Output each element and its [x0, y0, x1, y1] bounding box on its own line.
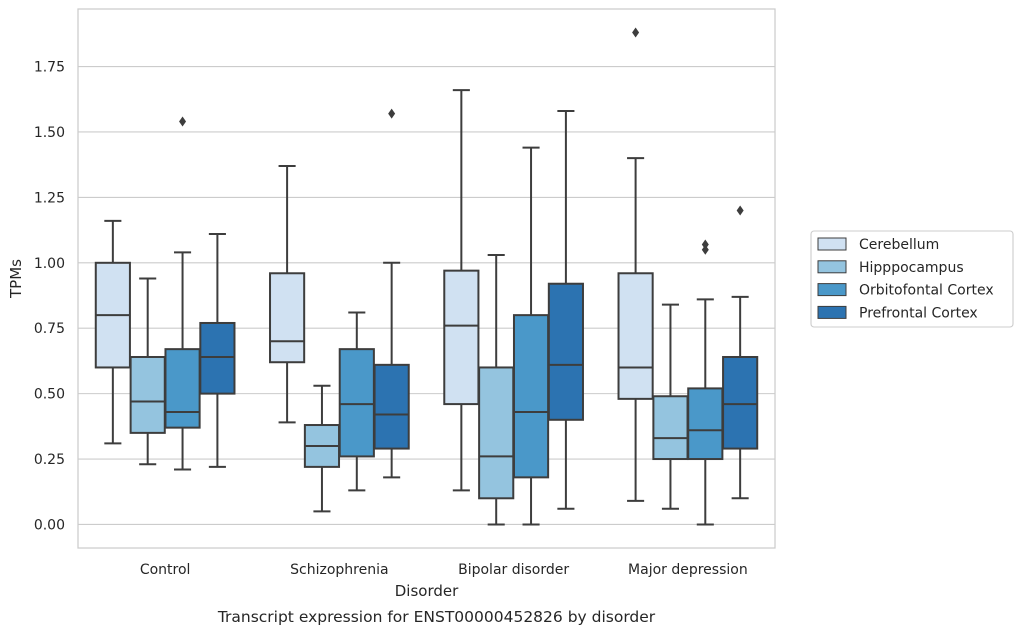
- iqr-box: [129, 355, 166, 434]
- box-3-3: [722, 205, 759, 500]
- legend-swatch: [817, 260, 847, 274]
- iqr-box: [547, 282, 584, 421]
- iqr-box: [443, 269, 480, 406]
- x-tick-label: Major depression: [628, 562, 748, 578]
- box-0-1: [269, 164, 306, 424]
- legend-label: Hipppocampus: [859, 260, 964, 276]
- box-0-0: [94, 219, 131, 445]
- box-2-2: [512, 146, 550, 526]
- x-tick-label: Bipolar disorder: [458, 562, 569, 578]
- legend-swatch: [817, 237, 847, 251]
- y-tick-label: 0.50: [34, 387, 65, 403]
- iqr-box: [373, 363, 410, 450]
- iqr-box: [512, 314, 550, 479]
- y-tick-label: 1.00: [34, 256, 65, 272]
- y-axis-title: TPMs: [7, 259, 25, 299]
- outlier-point: [736, 205, 744, 216]
- iqr-box: [722, 355, 759, 450]
- y-tick-labels: 0.00 0.25 0.50 0.75 1.00 1.25 1.50 1.75: [34, 60, 65, 534]
- y-tick-label: 0.75: [34, 321, 65, 337]
- legend-frame: [810, 230, 1014, 328]
- box-2-1: [338, 311, 375, 492]
- legend: Cerebellum Hipppocampus Orbitofontal Corte…: [810, 230, 1014, 328]
- iqr-box: [687, 387, 724, 461]
- box-0-3: [617, 27, 654, 502]
- outlier-point: [179, 116, 187, 127]
- box-0-2: [443, 89, 480, 492]
- iqr-box: [164, 348, 201, 429]
- x-axis-title: Disorder: [395, 582, 459, 600]
- box-1-1: [303, 384, 341, 513]
- iqr-box: [652, 395, 689, 461]
- plot-frame: [77, 8, 776, 549]
- box-1-0: [129, 277, 166, 466]
- box-1-2: [478, 253, 515, 526]
- legend-label: Cerebellum: [859, 237, 939, 253]
- y-tick-label: 1.50: [34, 125, 65, 141]
- y-tick-label: 1.25: [34, 190, 65, 206]
- iqr-box: [478, 366, 515, 500]
- chart-caption: Transcript expression for ENST0000045282…: [217, 608, 656, 626]
- box-1-3: [652, 303, 689, 510]
- y-tick-label: 1.75: [34, 60, 65, 76]
- box-groups: [94, 27, 759, 526]
- box-3-1: [373, 108, 410, 479]
- box-3-0: [199, 233, 236, 468]
- legend-label: Orbitofontal Cortex: [859, 283, 994, 299]
- box-3-2: [547, 110, 584, 510]
- y-tick-label: 0.25: [34, 452, 65, 468]
- legend-swatch: [817, 283, 847, 297]
- iqr-box: [617, 272, 654, 400]
- outlier-point: [701, 244, 709, 255]
- iqr-box: [338, 348, 375, 458]
- legend-label: Prefrontal Cortex: [859, 305, 978, 321]
- y-tick-label: 0.00: [34, 517, 65, 533]
- box-2-0: [164, 116, 201, 471]
- outlier-point: [632, 27, 640, 38]
- outlier-point: [701, 239, 709, 250]
- outlier-point: [388, 108, 396, 119]
- box-2-3: [687, 239, 724, 526]
- x-tick-label: Control: [140, 562, 191, 578]
- iqr-box: [199, 321, 236, 395]
- x-tick-labels: Control Schizophrenia Bipolar disorder Majo…: [140, 562, 748, 578]
- x-tick-label: Schizophrenia: [290, 562, 388, 578]
- legend-swatch: [817, 305, 847, 319]
- iqr-box: [269, 272, 306, 364]
